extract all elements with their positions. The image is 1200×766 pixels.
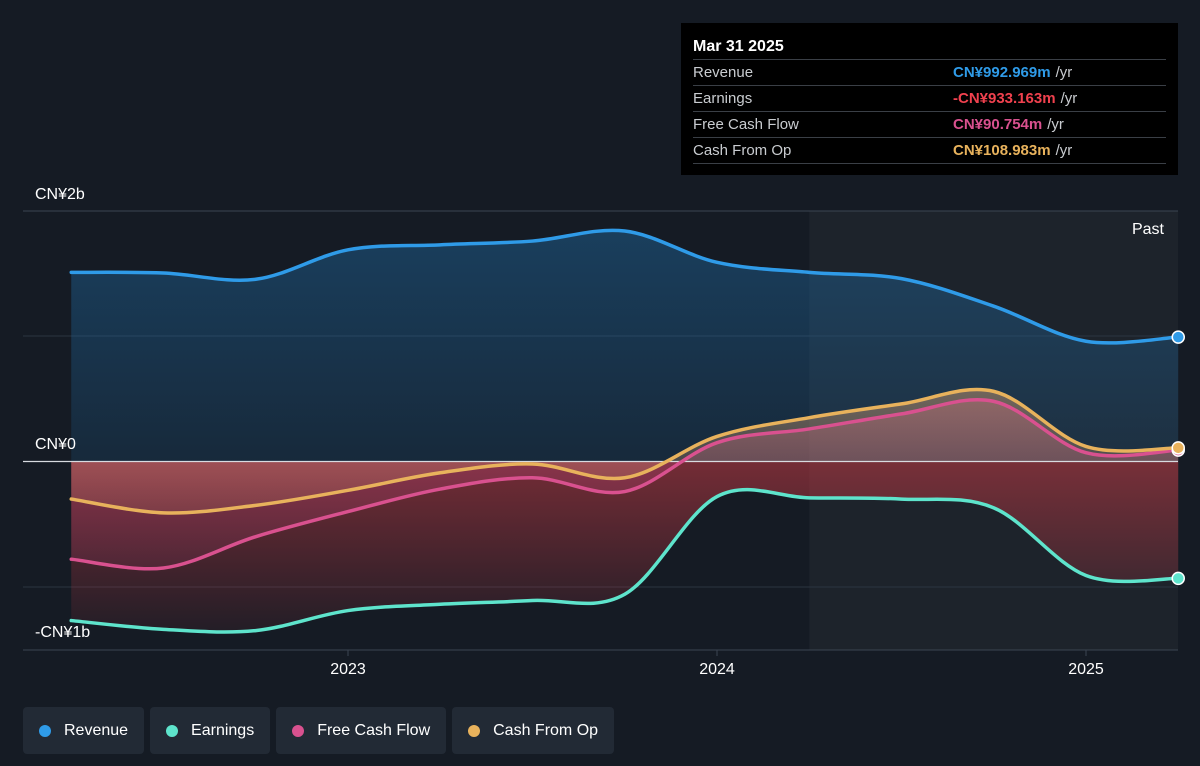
tooltip-row-earnings: Earnings -CN¥933.163m /yr bbox=[693, 85, 1166, 111]
legend-dot-icon bbox=[166, 724, 179, 737]
tooltip-label: Revenue bbox=[693, 64, 754, 81]
series-lines bbox=[69, 228, 1185, 634]
tooltip-value: CN¥108.983m bbox=[953, 142, 1051, 159]
y-axis-labels: CN¥2b CN¥0 -CN¥1b bbox=[35, 186, 90, 641]
legend-item-free-cash-flow[interactable]: Free Cash Flow bbox=[276, 707, 447, 754]
tooltip-unit: /yr bbox=[1047, 116, 1064, 133]
tooltip-unit: /yr bbox=[1060, 90, 1078, 107]
tooltip-label: Free Cash Flow bbox=[693, 116, 799, 133]
series-line-revenue bbox=[69, 228, 1180, 345]
x-tick-label: 2023 bbox=[330, 661, 366, 678]
tooltip-unit: /yr bbox=[1055, 142, 1073, 159]
series-line-earnings bbox=[69, 487, 1180, 634]
y-tick-label: CN¥0 bbox=[35, 436, 76, 453]
series-endpoint-cash-from-op[interactable] bbox=[1171, 441, 1185, 455]
tooltip-unit: /yr bbox=[1055, 64, 1073, 81]
tooltip-label: Earnings bbox=[693, 90, 753, 107]
legend-item-revenue[interactable]: Revenue bbox=[23, 707, 145, 754]
tooltip-panel: Mar 31 2025 Revenue CN¥992.969m /yr Earn… bbox=[681, 23, 1178, 175]
tooltip-value: CN¥992.969m bbox=[953, 64, 1051, 81]
series-line-free-cash-flow bbox=[69, 398, 1180, 571]
series-endpoint-earnings[interactable] bbox=[1171, 571, 1185, 586]
legend-dot-icon bbox=[292, 724, 305, 737]
tooltip-row-free-cash-flow: Free Cash Flow CN¥90.754m /yr bbox=[693, 111, 1166, 137]
legend-dot-icon bbox=[39, 724, 51, 737]
tooltip-row-cash-from-op: Cash From Op CN¥108.983m /yr bbox=[693, 137, 1166, 164]
series-endpoint-revenue[interactable] bbox=[1171, 330, 1185, 344]
legend-label: Cash From Op bbox=[493, 721, 599, 739]
legend-label: Free Cash Flow bbox=[317, 721, 431, 739]
legend-item-earnings[interactable]: Earnings bbox=[150, 707, 271, 754]
tooltip-row-revenue: Revenue CN¥992.969m /yr bbox=[693, 59, 1166, 85]
legend-item-cash-from-op[interactable]: Cash From Op bbox=[452, 707, 615, 754]
tooltip-value: CN¥90.754m bbox=[953, 116, 1043, 133]
legend-label: Revenue bbox=[64, 721, 129, 739]
legend-label: Earnings bbox=[191, 721, 255, 739]
past-label: Past bbox=[1132, 221, 1165, 238]
x-axis-labels: 2023 2024 2025 bbox=[330, 650, 1104, 678]
tooltip-date: Mar 31 2025 bbox=[693, 38, 784, 55]
tooltip-label: Cash From Op bbox=[693, 142, 792, 159]
x-tick-label: 2025 bbox=[1068, 661, 1104, 678]
legend-dot-icon bbox=[468, 724, 481, 737]
series-line-cash-from-op bbox=[69, 387, 1180, 515]
tooltip-value: -CN¥933.163m bbox=[953, 90, 1056, 107]
y-tick-label: -CN¥1b bbox=[35, 624, 90, 641]
area-fill-cash-from-op bbox=[71, 389, 1179, 513]
y-tick-label: CN¥2b bbox=[35, 186, 85, 203]
legend: Revenue Earnings Free Cash Flow Cash Fro… bbox=[23, 707, 615, 754]
x-tick-label: 2024 bbox=[699, 661, 735, 678]
